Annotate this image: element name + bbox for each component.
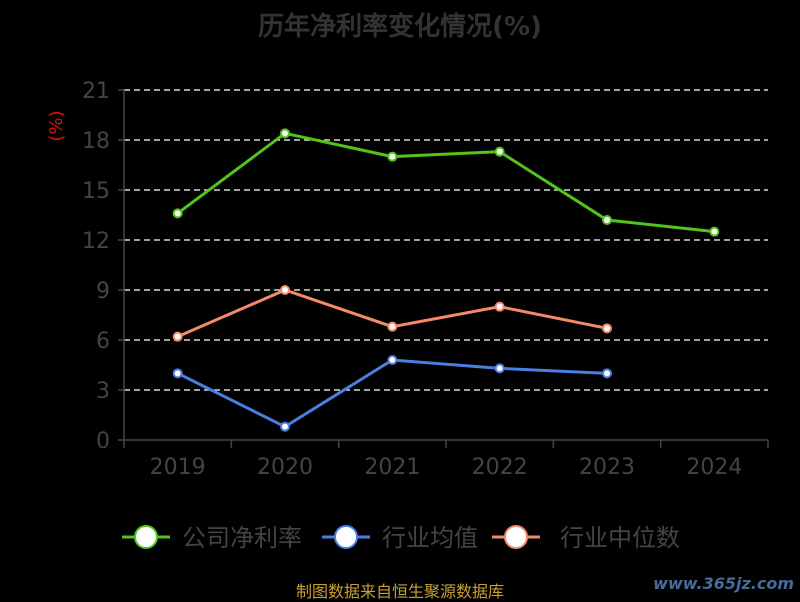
legend-marker (334, 525, 358, 549)
chart-title: 历年净利率变化情况(%) (258, 12, 542, 42)
data-point (172, 331, 183, 342)
series-line-0 (176, 131, 715, 234)
legend-label: 行业均值 (382, 524, 478, 552)
data-point (602, 215, 612, 225)
data-point (387, 355, 398, 365)
x-tick-label: 2022 (472, 455, 528, 480)
data-point (602, 323, 612, 334)
y-axis-label: (%) (46, 110, 67, 141)
x-tick-label: 2023 (579, 455, 635, 480)
data-point (280, 421, 290, 432)
data-point (494, 146, 505, 157)
legend-label: 行业中位数 (560, 524, 680, 552)
legend-label: 公司净利率 (182, 524, 302, 552)
y-tick-label: 6 (96, 329, 110, 354)
data-point (709, 226, 720, 237)
y-tick-label: 21 (82, 79, 110, 104)
data-point (602, 368, 612, 379)
data-point (494, 363, 505, 374)
data-point (280, 128, 290, 139)
x-tick-label: 2019 (150, 455, 206, 480)
y-tick-label: 15 (82, 179, 110, 204)
axes: 0 3 6 9 12 15 18 21 2019 2020 2021 2022 2023 2024 (82, 79, 769, 480)
legend: 公司净利率 行业均值 行业中位数 (122, 524, 680, 552)
legend-marker (134, 525, 158, 549)
x-tick-label: 2020 (257, 455, 313, 480)
y-tick-label: 12 (82, 229, 110, 254)
series-line-1 (176, 358, 608, 429)
series-lines (172, 128, 720, 432)
y-tick-label: 9 (96, 279, 110, 304)
data-point (280, 285, 290, 295)
y-tick-label: 0 (96, 429, 110, 454)
data-point (172, 368, 183, 379)
legend-marker (504, 525, 528, 549)
x-tick-label: 2024 (686, 455, 742, 480)
data-point (494, 301, 505, 312)
data-point (172, 208, 183, 219)
x-tick-label: 2021 (364, 455, 420, 480)
y-tick-label: 18 (82, 129, 110, 154)
grid-lines (124, 89, 768, 391)
y-tick-label: 3 (96, 379, 110, 404)
data-point (387, 321, 398, 332)
data-point (387, 151, 398, 162)
source-note: 制图数据来自恒生聚源数据库 (295, 582, 504, 601)
watermark: www.365jz.com (653, 574, 794, 593)
